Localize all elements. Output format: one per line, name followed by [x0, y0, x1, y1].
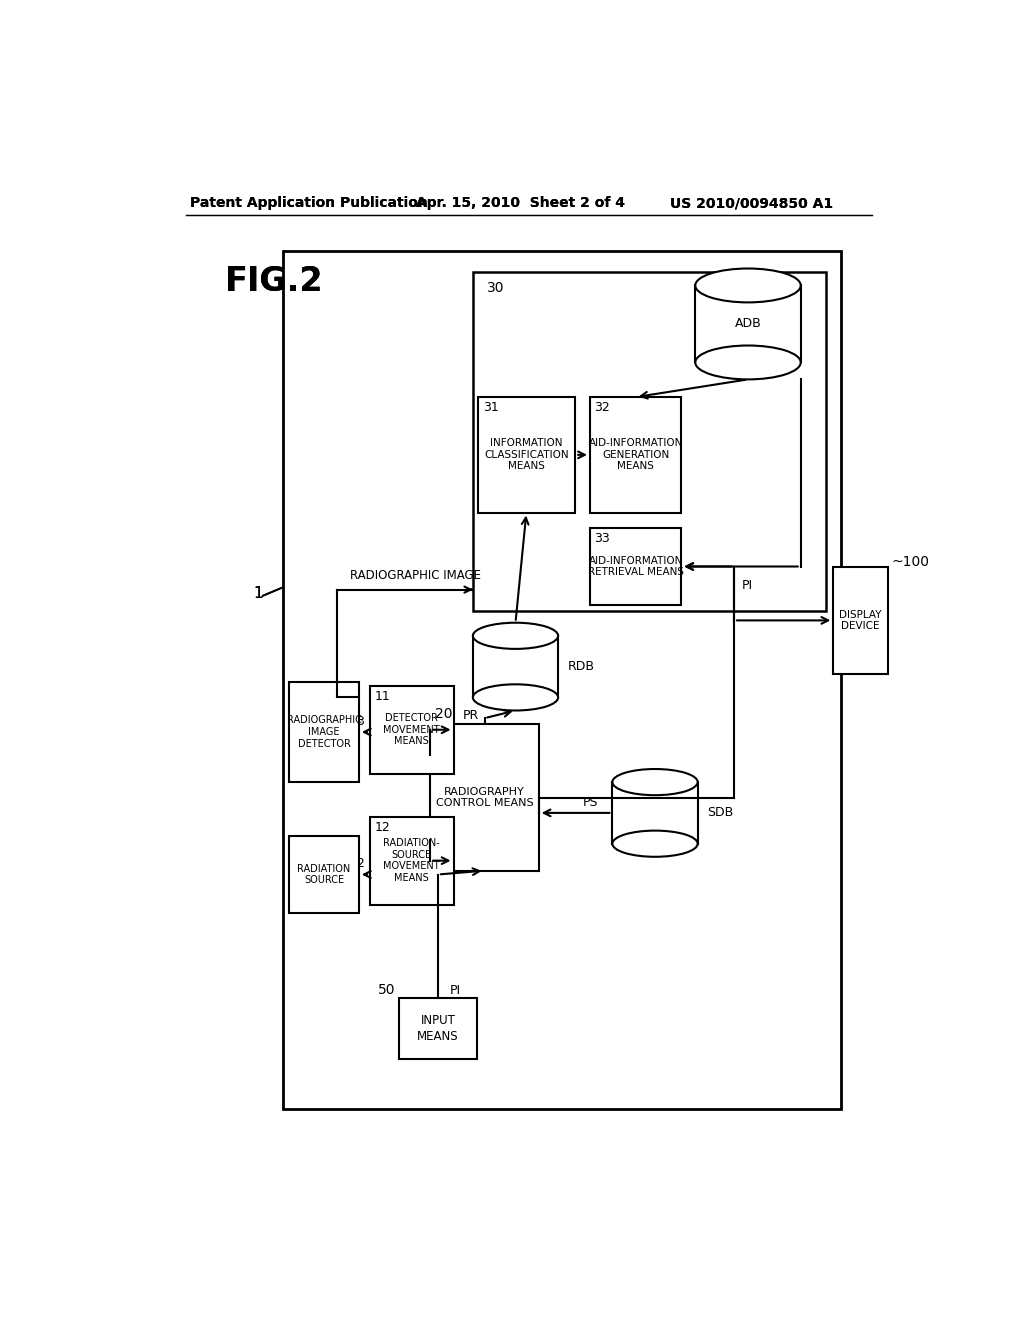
Text: INFORMATION
CLASSIFICATION
MEANS: INFORMATION CLASSIFICATION MEANS: [484, 438, 568, 471]
Bar: [695, 285, 801, 363]
Text: 31: 31: [483, 401, 499, 414]
Ellipse shape: [473, 623, 558, 649]
Text: 20: 20: [435, 708, 453, 721]
Text: RADIATION-
SOURCE
MOVEMENT
MEANS: RADIATION- SOURCE MOVEMENT MEANS: [383, 838, 440, 883]
Bar: [590, 397, 681, 512]
Text: PI: PI: [741, 579, 753, 593]
Text: 2: 2: [356, 857, 365, 870]
Bar: [289, 836, 359, 913]
Text: 50: 50: [378, 983, 395, 997]
Text: 3: 3: [356, 714, 365, 727]
Text: 1: 1: [253, 586, 263, 601]
Bar: [473, 636, 558, 697]
Text: RADIOGRAPHIC
IMAGE
DETECTOR: RADIOGRAPHIC IMAGE DETECTOR: [287, 715, 361, 748]
Bar: [473, 272, 825, 611]
Text: SDB: SDB: [707, 807, 733, 820]
Text: 12: 12: [375, 821, 390, 834]
Text: PR: PR: [463, 709, 478, 722]
Text: Patent Application Publication: Patent Application Publication: [190, 197, 428, 210]
Text: 11: 11: [375, 690, 390, 704]
Text: INPUT
MEANS: INPUT MEANS: [417, 1015, 459, 1043]
Ellipse shape: [695, 346, 801, 379]
Bar: [430, 725, 539, 871]
Bar: [370, 686, 454, 775]
Bar: [399, 998, 477, 1059]
Bar: [834, 566, 888, 675]
Bar: [612, 781, 697, 843]
Text: ~100: ~100: [891, 554, 930, 569]
Text: PI: PI: [450, 983, 461, 997]
Ellipse shape: [612, 770, 697, 795]
Text: 32: 32: [595, 401, 610, 414]
Text: 33: 33: [595, 532, 610, 545]
Ellipse shape: [695, 268, 801, 302]
Text: Apr. 15, 2010  Sheet 2 of 4: Apr. 15, 2010 Sheet 2 of 4: [417, 197, 626, 210]
Text: PS: PS: [583, 796, 598, 809]
Text: RADIATION
SOURCE: RADIATION SOURCE: [297, 863, 350, 886]
Bar: [590, 528, 681, 605]
Ellipse shape: [612, 830, 697, 857]
Text: RADIOGRAPHIC IMAGE: RADIOGRAPHIC IMAGE: [350, 569, 481, 582]
Bar: [478, 397, 575, 512]
Text: RADIOGRAPHY
CONTROL MEANS: RADIOGRAPHY CONTROL MEANS: [435, 787, 534, 808]
Text: DETECTOR
MOVEMENT
MEANS: DETECTOR MOVEMENT MEANS: [383, 713, 440, 746]
Bar: [289, 682, 359, 781]
Bar: [370, 817, 454, 906]
Bar: [283, 251, 841, 1109]
Text: FIG.2: FIG.2: [225, 265, 324, 298]
Text: DISPLAY
DEVICE: DISPLAY DEVICE: [839, 610, 882, 631]
Text: Patent Application Publication: Patent Application Publication: [190, 197, 428, 210]
Text: FIG.2: FIG.2: [225, 265, 324, 298]
Text: 30: 30: [486, 281, 505, 294]
Text: AID-INFORMATION
RETRIEVAL MEANS: AID-INFORMATION RETRIEVAL MEANS: [588, 556, 684, 577]
Text: AID-INFORMATION
GENERATION
MEANS: AID-INFORMATION GENERATION MEANS: [589, 438, 683, 471]
Text: US 2010/0094850 A1: US 2010/0094850 A1: [671, 197, 834, 210]
Text: RDB: RDB: [567, 660, 594, 673]
Ellipse shape: [473, 684, 558, 710]
Text: ADB: ADB: [734, 317, 762, 330]
Text: Apr. 15, 2010  Sheet 2 of 4: Apr. 15, 2010 Sheet 2 of 4: [417, 197, 626, 210]
Text: 1: 1: [253, 586, 263, 601]
Text: US 2010/0094850 A1: US 2010/0094850 A1: [671, 197, 834, 210]
